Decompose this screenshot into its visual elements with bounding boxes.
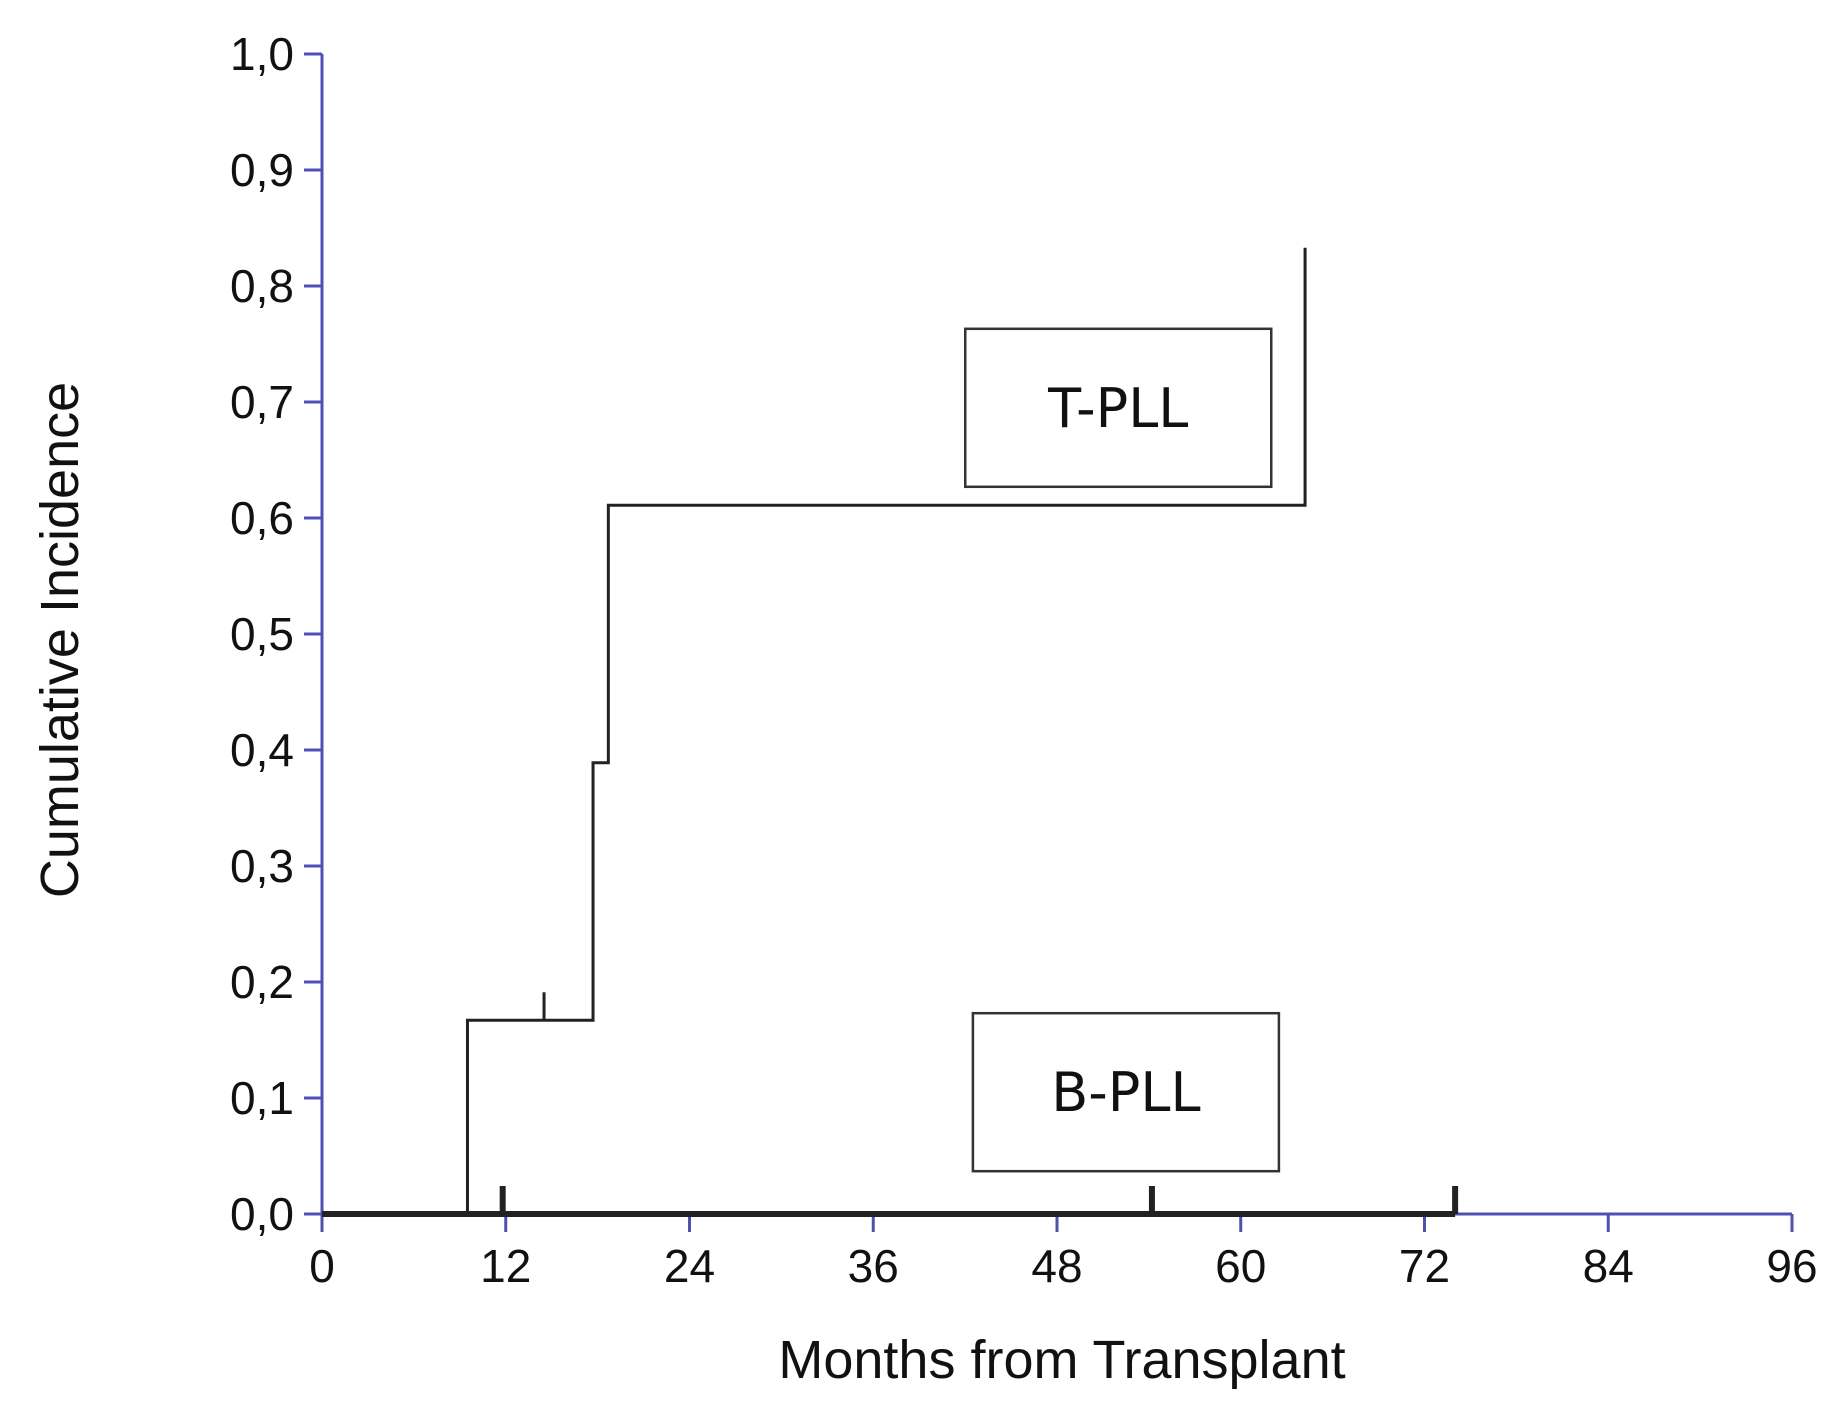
x-tick-label: 60 (1215, 1240, 1266, 1292)
annotation-layer: T-PLL B-PLL (964, 327, 1281, 1173)
series-layer (322, 247, 1459, 1217)
label-box-t-pll (964, 327, 1273, 489)
y-tick-label: 0,0 (230, 1188, 294, 1240)
y-tick-label: 0,8 (230, 260, 294, 312)
x-tick-label: 24 (664, 1240, 715, 1292)
x-tick-label: 96 (1766, 1240, 1817, 1292)
x-tick-label: 84 (1583, 1240, 1634, 1292)
y-tick-label: 0,9 (230, 144, 294, 196)
y-tick-label: 0,2 (230, 956, 294, 1008)
y-tick-label: 0,1 (230, 1072, 294, 1124)
x-tick-label: 36 (848, 1240, 899, 1292)
x-tick-label: 72 (1399, 1240, 1450, 1292)
series-line-t-pll (322, 247, 1307, 1216)
label-text-t-pll: T-PLL (1047, 377, 1188, 440)
x-tick-label: 48 (1031, 1240, 1082, 1292)
y-tick-label: 0,6 (230, 492, 294, 544)
y-tick-label: 0,7 (230, 376, 294, 428)
y-axis-title: Cumulative Incidence (30, 382, 90, 898)
y-tick-label: 0,5 (230, 608, 294, 660)
label-text-b-pll: B-PLL (1051, 1061, 1200, 1124)
y-tick-label: 0,3 (230, 840, 294, 892)
axes: 0,0 0,1 0,2 0,3 0,4 0,5 0,6 0,7 0,8 0,9 1,0 0 12 24 36… (230, 28, 1818, 1292)
y-tick-label: 1,0 (230, 28, 294, 80)
x-tick-label: 0 (309, 1240, 335, 1292)
label-box-b-pll (971, 1011, 1281, 1173)
x-axis-title: Months from Transplant (778, 1330, 1345, 1390)
y-tick-label: 0,4 (230, 724, 294, 776)
x-tick-label: 12 (480, 1240, 531, 1292)
